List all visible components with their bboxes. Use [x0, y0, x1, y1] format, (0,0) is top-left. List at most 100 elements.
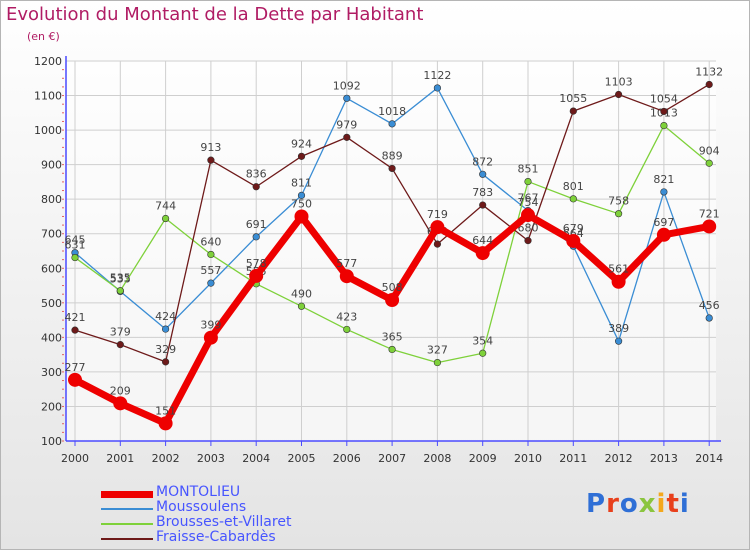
data-point-montolieu [656, 227, 671, 242]
data-point-fraisse-cabard-s [479, 201, 487, 209]
data-label-brousses-et-villaret: 423 [336, 310, 357, 323]
data-point-brousses-et-villaret [388, 345, 396, 354]
data-label-fraisse-cabard-s: 924 [291, 137, 312, 150]
x-tick-label: 2002 [152, 452, 180, 465]
data-point-fraisse-cabard-s [343, 133, 351, 141]
legend-label-moussoulens: Moussoulens [156, 499, 247, 515]
data-label-fraisse-cabard-s: 680 [518, 222, 539, 235]
data-label-brousses-et-villaret: 631 [65, 239, 86, 252]
data-point-moussoulens [252, 233, 260, 241]
legend-swatch-fraisse-cabard-s [101, 538, 153, 540]
data-point-montolieu [339, 269, 354, 284]
data-label-moussoulens: 691 [246, 218, 267, 231]
data-label-moussoulens: 645 [65, 234, 86, 247]
x-tick-label: 2003 [197, 452, 225, 465]
data-point-brousses-et-villaret [660, 121, 668, 130]
data-label-montolieu: 277 [65, 361, 86, 374]
chart-unit: (en €) [27, 30, 60, 43]
data-label-moussoulens: 821 [653, 173, 674, 186]
data-point-brousses-et-villaret [479, 349, 487, 357]
data-point-montolieu [158, 416, 173, 431]
data-point-montolieu [611, 274, 626, 289]
data-label-montolieu: 508 [382, 281, 403, 294]
legend-swatch-montolieu [101, 491, 153, 498]
y-tick-label: 200 [41, 400, 62, 413]
data-point-fraisse-cabard-s [162, 358, 170, 366]
data-point-moussoulens [705, 314, 713, 322]
x-tick-label: 2009 [469, 452, 497, 465]
y-tick-label: 800 [41, 193, 62, 206]
data-point-fraisse-cabard-s [705, 80, 713, 89]
data-label-brousses-et-villaret: 801 [563, 180, 584, 193]
data-point-fraisse-cabard-s [252, 183, 260, 191]
data-point-brousses-et-villaret [207, 250, 215, 259]
data-label-montolieu: 577 [336, 257, 357, 270]
data-label-moussoulens: 389 [608, 322, 629, 335]
data-point-fraisse-cabard-s [297, 152, 306, 160]
x-tick-label: 2000 [61, 452, 89, 465]
data-point-montolieu [294, 209, 309, 224]
data-point-montolieu [430, 220, 445, 235]
data-point-moussoulens [660, 188, 668, 196]
y-tick-label: 500 [41, 297, 62, 310]
data-point-brousses-et-villaret [524, 177, 532, 186]
chart-title: Evolution du Montant de la Dette par Hab… [6, 4, 424, 25]
data-point-moussoulens [479, 170, 487, 178]
data-label-brousses-et-villaret: 758 [608, 195, 629, 208]
data-label-moussoulens: 1092 [333, 79, 361, 92]
data-label-fraisse-cabard-s: 889 [382, 149, 403, 162]
data-point-moussoulens [614, 337, 623, 345]
data-label-montolieu: 644 [472, 234, 493, 247]
data-label-brousses-et-villaret: 744 [155, 200, 176, 213]
data-label-brousses-et-villaret: 365 [382, 330, 403, 343]
data-label-brousses-et-villaret: 904 [699, 144, 720, 157]
y-tick-label: 600 [41, 262, 62, 275]
data-point-fraisse-cabard-s [569, 107, 577, 115]
data-label-fraisse-cabard-s: 1055 [559, 92, 587, 105]
data-point-montolieu [566, 233, 581, 248]
y-tick-label: 700 [41, 228, 62, 241]
data-label-montolieu: 750 [291, 197, 312, 210]
x-tick-label: 2013 [650, 452, 678, 465]
data-label-fraisse-cabard-s: 913 [200, 141, 221, 154]
data-label-moussoulens: 1122 [423, 69, 451, 82]
data-point-moussoulens [207, 279, 215, 287]
data-label-brousses-et-villaret: 490 [291, 287, 312, 300]
data-point-montolieu [203, 330, 218, 345]
data-label-montolieu: 721 [699, 207, 720, 220]
x-tick-label: 2012 [605, 452, 633, 465]
y-tick-label: 900 [41, 159, 62, 172]
data-label-fraisse-cabard-s: 379 [110, 326, 131, 339]
data-point-fraisse-cabard-s [207, 156, 215, 164]
data-label-fraisse-cabard-s: 979 [336, 118, 357, 131]
y-tick-label: 300 [41, 366, 62, 379]
data-point-brousses-et-villaret [162, 214, 170, 223]
data-label-brousses-et-villaret: 354 [472, 334, 493, 347]
data-label-montolieu: 209 [110, 384, 131, 397]
data-point-montolieu [521, 208, 535, 223]
data-label-montolieu: 399 [200, 319, 221, 332]
data-point-montolieu [249, 268, 264, 283]
data-point-fraisse-cabard-s [388, 164, 396, 173]
legend-swatch-moussoulens [101, 508, 153, 510]
data-point-moussoulens [162, 325, 170, 333]
data-point-montolieu [385, 293, 400, 308]
data-point-brousses-et-villaret [433, 358, 442, 367]
data-point-montolieu [702, 219, 717, 234]
data-point-brousses-et-villaret [343, 325, 351, 334]
data-label-montolieu: 697 [653, 216, 674, 229]
data-label-moussoulens: 1018 [378, 105, 406, 118]
data-point-montolieu [113, 396, 128, 411]
data-label-brousses-et-villaret: 851 [518, 163, 539, 176]
proxiti-logo: Proxiti [586, 489, 690, 519]
y-tick-label: 100 [41, 435, 62, 448]
data-point-moussoulens [388, 120, 396, 128]
data-label-moussoulens: 872 [472, 155, 493, 168]
data-label-fraisse-cabard-s: 783 [472, 186, 493, 199]
data-label-montolieu: 578 [246, 257, 267, 270]
x-tick-label: 2010 [514, 452, 542, 465]
data-label-montolieu: 754 [518, 196, 539, 209]
data-point-moussoulens [343, 94, 351, 102]
data-point-fraisse-cabard-s [660, 107, 668, 116]
